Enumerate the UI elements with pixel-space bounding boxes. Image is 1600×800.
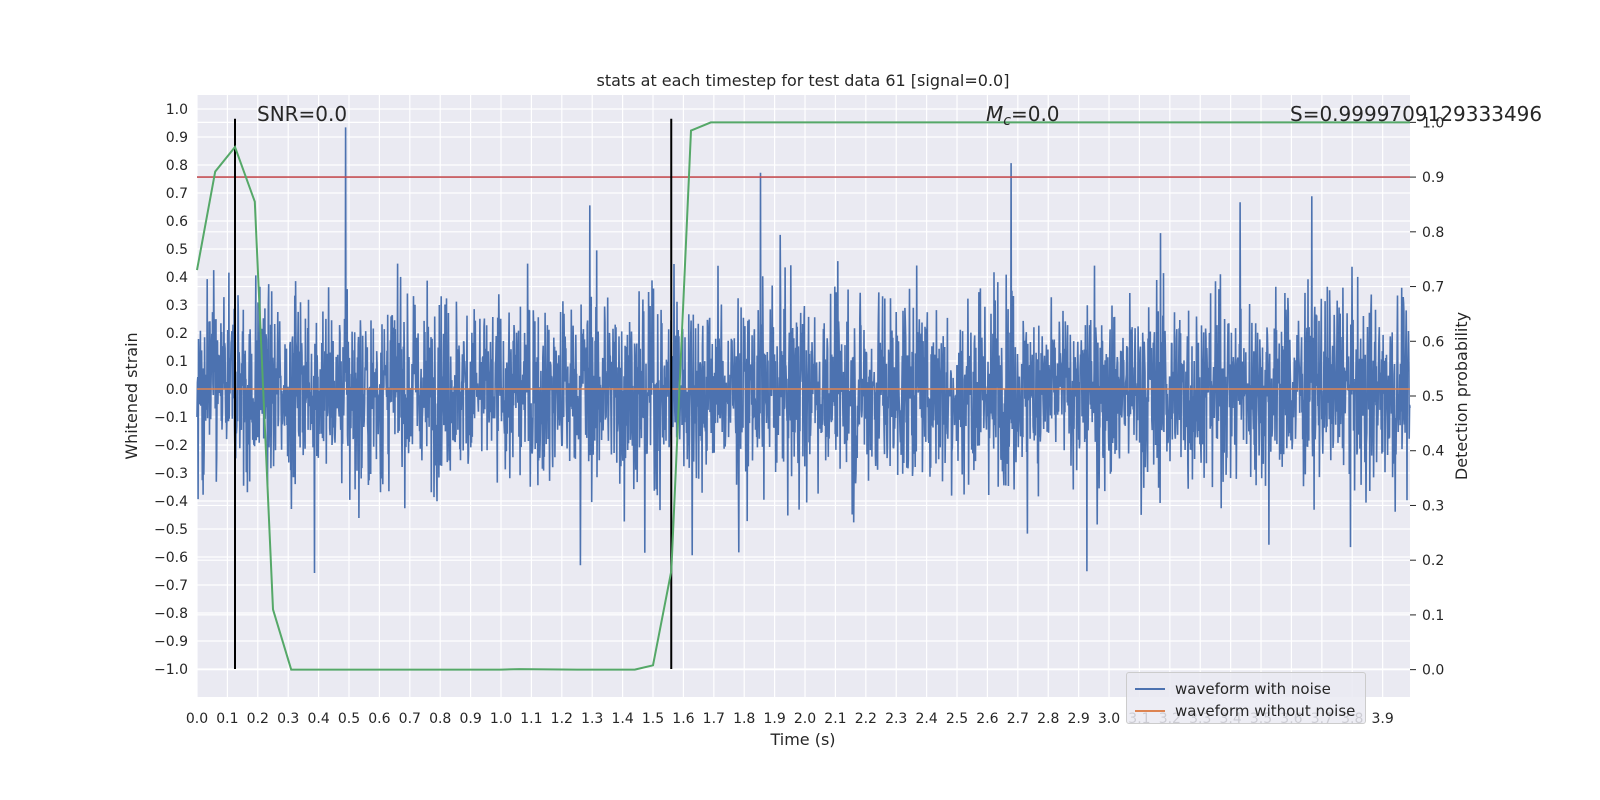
x-tick-label: 0.5 [338,711,360,727]
x-tick-label: 1.4 [611,711,633,727]
x-tick-label: 2.6 [976,711,998,727]
y-right-tick-label: 0.0 [1422,663,1444,679]
x-tick-label: 3.9 [1372,711,1394,727]
legend-swatch-noise [1135,688,1165,690]
y-right-tick-label: 0.8 [1422,225,1444,241]
y-right-tick-label: 0.4 [1422,444,1444,460]
x-tick-label: 2.1 [824,711,846,727]
y-left-tick-label: −0.2 [154,438,188,454]
y-left-tick-label: −0.3 [154,466,188,482]
mc-annotation: Mc=0.0 [986,102,1060,129]
y-left-tick-label: 1.0 [166,102,188,118]
x-tick-label: 1.0 [490,711,512,727]
y-left-tick-label: 0.1 [166,354,188,370]
x-axis-label: Time (s) [769,730,835,749]
x-tick-label: 0.3 [277,711,299,727]
y-left-tick-label: 0.3 [166,298,188,314]
y-left-tick-label: −0.4 [154,494,188,510]
y-left-tick-label: 0.2 [166,326,188,342]
legend-label-clean: waveform without noise [1175,702,1356,720]
chart-title: stats at each timestep for test data 61 … [597,71,1010,90]
x-tick-label: 0.2 [247,711,269,727]
x-tick-label: 2.5 [946,711,968,727]
y-left-tick-label: 0.7 [166,186,188,202]
legend: waveform with noise waveform without noi… [1126,672,1366,724]
y-left-tick-label: 0.9 [166,130,188,146]
y-right-tick-label: 0.7 [1422,280,1444,296]
y-right-tick-label: 0.6 [1422,334,1444,350]
x-tick-label: 2.8 [1037,711,1059,727]
x-tick-label: 0.4 [307,711,329,727]
x-tick-label: 1.9 [763,711,785,727]
y-left-tick-label: 0.5 [166,242,188,258]
y-left-tick-label: −0.9 [154,634,188,650]
y-right-tick-label: 0.9 [1422,170,1444,186]
x-tick-label: 2.7 [1007,711,1029,727]
y-left-tick-label: −0.7 [154,578,188,594]
legend-item-clean: waveform without noise [1135,701,1355,721]
y-axis-right-label: Detection probability [1452,312,1471,480]
x-tick-label: 0.7 [399,711,421,727]
y-left-tick-label: −0.6 [154,550,188,566]
y-left-tick-label: −0.1 [154,410,188,426]
score-annotation: S=0.9999709129333496 [1290,102,1542,126]
x-tick-label: 1.1 [520,711,542,727]
x-tick-label: 1.3 [581,711,603,727]
y-left-tick-label: 0.0 [166,382,188,398]
series-detection-probability [196,121,1410,671]
y-left-tick-label: −1.0 [154,662,188,678]
x-tick-label: 2.2 [855,711,877,727]
y-right-tick-label: 0.1 [1422,608,1444,624]
series-waveform-with-noise [196,127,1411,574]
x-tick-label: 1.7 [703,711,725,727]
y-axis-right-ticks: 1.0 0.9 0.8 0.7 0.6 0.5 0.4 0.3 0.2 0.1 0.0 [1410,115,1444,679]
y-right-tick-label: 0.2 [1422,553,1444,569]
x-tick-label: 1.5 [642,711,664,727]
snr-annotation: SNR=0.0 [257,102,347,126]
x-tick-label: 0.6 [368,711,390,727]
y-right-tick-label: 0.3 [1422,498,1444,514]
x-tick-label: 3.0 [1098,711,1120,727]
y-left-tick-label: 0.4 [166,270,188,286]
legend-item-noise: waveform with noise [1135,679,1331,699]
y-left-tick-label: 0.8 [166,158,188,174]
y-left-tick-label: 0.6 [166,214,188,230]
y-right-tick-label: 0.5 [1422,389,1444,405]
legend-label-noise: waveform with noise [1175,680,1331,698]
x-tick-label: 0.0 [186,711,208,727]
y-axis-left-label: Whitened strain [122,332,141,459]
y-right-tick-label: 1.0 [1422,115,1444,131]
x-tick-label: 2.3 [885,711,907,727]
x-tick-label: 0.9 [459,711,481,727]
x-tick-label: 1.6 [672,711,694,727]
y-left-tick-label: −0.8 [154,606,188,622]
x-tick-label: 2.9 [1067,711,1089,727]
y-left-tick-label: −0.5 [154,522,188,538]
x-tick-label: 2.0 [794,711,816,727]
legend-swatch-clean [1135,710,1165,712]
y-axis-left-ticks: 1.0 0.9 0.8 0.7 0.6 0.5 0.4 0.3 0.2 0.1 0.0 −0.1 −0.… [154,102,188,678]
x-tick-label: 0.1 [216,711,238,727]
x-tick-label: 2.4 [915,711,937,727]
x-tick-label: 1.2 [551,711,573,727]
x-tick-label: 1.8 [733,711,755,727]
plot-area [196,118,1411,671]
x-tick-label: 0.8 [429,711,451,727]
